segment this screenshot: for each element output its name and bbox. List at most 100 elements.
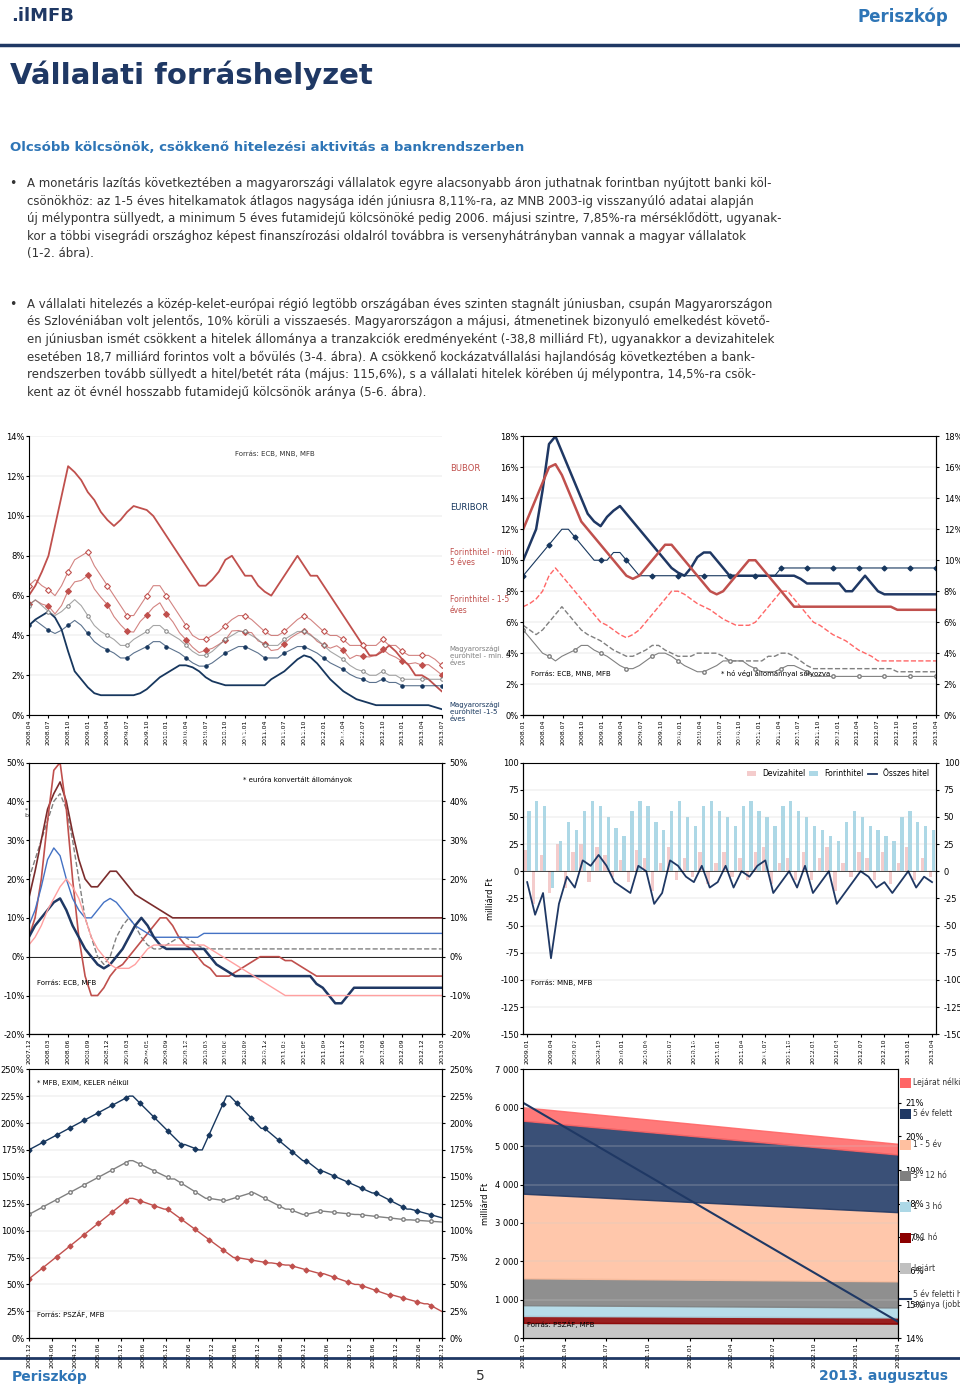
Line: Csehország: Csehország: [523, 606, 936, 672]
Lengyelország: [873, 652, 884, 669]
Text: 1 - 5 év: 1 - 5 év: [913, 1140, 942, 1149]
Románia: [930, 601, 942, 618]
Bar: [900, 1202, 911, 1211]
Bar: [599, 806, 602, 871]
Bar: [828, 836, 832, 871]
Lengyelország: [698, 598, 709, 615]
Összes hitel: [800, 857, 811, 874]
Bulgária: [930, 559, 942, 576]
Bar: [622, 836, 626, 871]
Text: Forrás: MNB, MFB: Forrás: MNB, MFB: [532, 980, 593, 987]
Bar: [714, 863, 718, 871]
Bar: [722, 852, 726, 871]
Csehország: [892, 664, 903, 680]
Bar: [821, 829, 825, 871]
BUBOR: [292, 548, 303, 565]
Magyarország: [878, 585, 890, 602]
Bar: [746, 871, 750, 880]
Bar: [738, 859, 741, 871]
Szlovákia: [731, 652, 742, 669]
Text: Lejárat nélkül: Lejárat nélkül: [913, 1078, 960, 1087]
EURIBOR: [82, 679, 93, 696]
Line: Lengyelország: Lengyelország: [523, 567, 936, 661]
Szlovákia: [930, 668, 942, 684]
Bar: [571, 852, 575, 871]
Bar: [709, 800, 713, 871]
Lengyelország: [918, 652, 929, 669]
Bar: [662, 829, 665, 871]
Text: 5: 5: [475, 1369, 485, 1383]
Összes hitel: [561, 868, 572, 885]
Text: Lejárt: Lejárt: [913, 1264, 935, 1273]
Csehország: [698, 645, 709, 662]
Line: Bulgária: Bulgária: [523, 530, 936, 576]
Bar: [789, 800, 792, 871]
Bar: [916, 822, 920, 871]
Bar: [707, 871, 709, 884]
Y-axis label: milliárd Ft: milliárd Ft: [481, 1182, 490, 1225]
Bar: [527, 811, 531, 871]
Bar: [535, 800, 539, 871]
Magyarország: [550, 428, 562, 445]
Magyarország: [885, 585, 897, 602]
Bar: [654, 822, 658, 871]
Line: EURIBOR: EURIBOR: [29, 612, 442, 710]
Bar: [675, 871, 678, 880]
Bar: [893, 841, 896, 871]
Bar: [900, 1108, 911, 1119]
Bar: [683, 859, 686, 871]
Bar: [583, 811, 586, 871]
Bar: [635, 849, 638, 871]
Összes hitel: [521, 874, 533, 891]
Bar: [659, 863, 662, 871]
Összes hitel: [681, 868, 692, 885]
Szlovákia: [807, 668, 819, 684]
Bar: [694, 825, 697, 871]
Bar: [726, 817, 729, 871]
Bulgária: [556, 521, 567, 538]
Románia: [698, 576, 709, 592]
Szlovákia: [878, 668, 890, 684]
Bar: [932, 829, 935, 871]
Line: BUBOR: BUBOR: [29, 466, 442, 691]
Bulgária: [698, 567, 709, 584]
Románia: [878, 598, 890, 615]
Bar: [900, 1171, 911, 1181]
Bar: [850, 871, 852, 877]
EURIBOR: [23, 618, 35, 634]
Text: A monetáris lazítás következtében a magyarországi vállalatok egyre alacsonyabb á: A monetáris lazítás következtében a magy…: [27, 177, 781, 261]
Text: 4. ábra: A vállalati hitelállomány tranzakciókból
eredő havi szintű változása: 4. ábra: A vállalati hitelállomány tranz…: [611, 730, 849, 753]
BUBOR: [82, 484, 93, 500]
Bar: [718, 811, 721, 871]
Bulgária: [878, 559, 890, 576]
Bar: [612, 871, 614, 877]
EURIBOR: [200, 669, 211, 686]
Bar: [900, 1140, 911, 1150]
Románia: [646, 552, 658, 569]
Összes hitel: [752, 857, 763, 874]
Magyarország: [698, 544, 709, 560]
Bar: [874, 871, 876, 880]
Bar: [551, 871, 554, 888]
Bulgária: [517, 567, 529, 584]
Bar: [559, 841, 563, 871]
Magyarország: [930, 585, 942, 602]
BUBOR: [436, 683, 447, 700]
Text: 0-1 hó: 0-1 hó: [913, 1232, 937, 1242]
Text: •: •: [10, 177, 17, 190]
Bulgária: [918, 559, 929, 576]
Szlovákia: [918, 668, 929, 684]
Lengyelország: [930, 652, 942, 669]
Text: Forrás: PSZÁF, MFB: Forrás: PSZÁF, MFB: [37, 1310, 105, 1317]
EURIBOR: [232, 677, 244, 694]
Text: * 3 hónapos
bankközi kamatok: * 3 hónapos bankközi kamatok: [25, 807, 83, 818]
Magyarország: [517, 552, 529, 569]
BUBOR: [259, 583, 271, 599]
Csehország: [918, 664, 929, 680]
Bar: [802, 852, 805, 871]
Bar: [556, 843, 559, 871]
Legend: Devizahitel, Forinthitel, Összes hitel: Devizahitel, Forinthitel, Összes hitel: [744, 767, 932, 782]
Bar: [627, 871, 631, 882]
EURIBOR: [292, 651, 303, 668]
Bar: [900, 1263, 911, 1274]
